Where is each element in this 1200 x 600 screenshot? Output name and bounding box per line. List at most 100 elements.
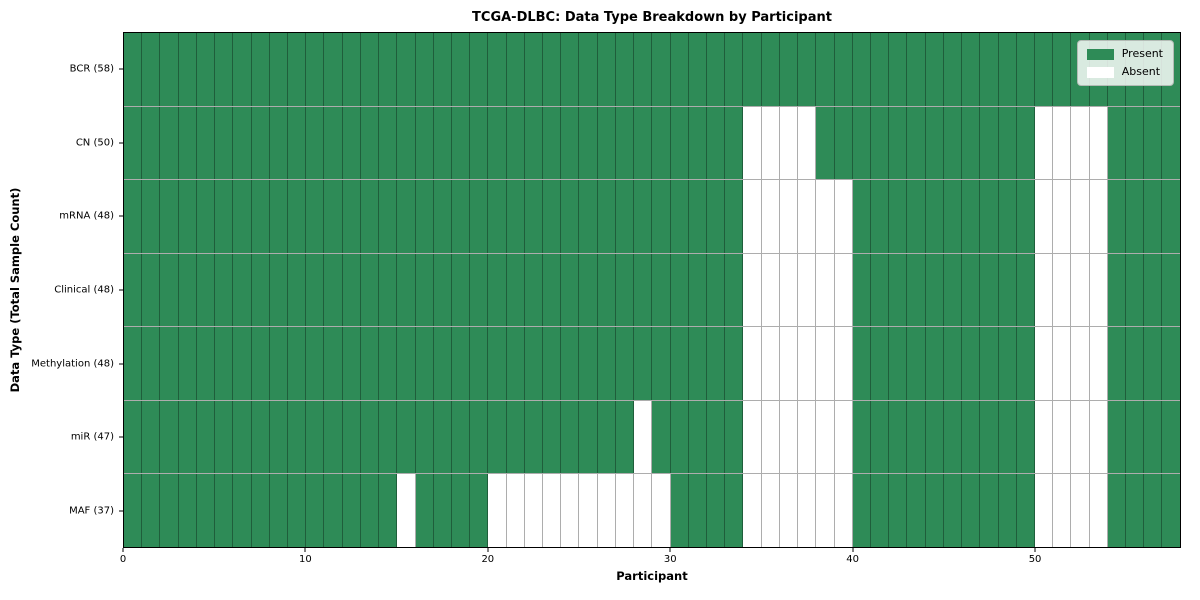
- x-tick-label: 0: [119, 554, 127, 565]
- heatmap-cell: [543, 253, 562, 327]
- heatmap-cell: [907, 106, 926, 180]
- heatmap-cell: [816, 33, 835, 106]
- heatmap-cell: [433, 327, 452, 400]
- heatmap-cell: [287, 253, 307, 327]
- heatmap-cell: [779, 474, 799, 548]
- heatmap-cell: [543, 106, 562, 180]
- heatmap-cell: [415, 180, 434, 253]
- heatmap-cell: [889, 327, 908, 400]
- heatmap-cell: [688, 180, 707, 253]
- heatmap-cell: [233, 327, 252, 400]
- heatmap-cell: [670, 180, 689, 253]
- heatmap-cell: [178, 33, 197, 106]
- heatmap-cell: [287, 474, 307, 548]
- heatmap-cell: [889, 106, 908, 180]
- heatmap-cell: [652, 180, 671, 253]
- heatmap-cell: [251, 253, 270, 327]
- x-tick-mark: [487, 548, 489, 552]
- heatmap-cell: [306, 253, 325, 327]
- heatmap-cell: [1144, 474, 1163, 548]
- heatmap-cell: [142, 327, 161, 400]
- heatmap-cell: [1126, 327, 1145, 400]
- heatmap-cell: [287, 33, 307, 106]
- heatmap-cell: [688, 106, 707, 180]
- heatmap-cell: [1071, 253, 1090, 327]
- heatmap-cell: [451, 180, 471, 253]
- x-tick-mark: [122, 548, 124, 552]
- heatmap-cell: [834, 253, 853, 327]
- heatmap-cell: [415, 33, 434, 106]
- heatmap-cell: [178, 327, 197, 400]
- heatmap-cell: [1071, 400, 1090, 474]
- heatmap-cell: [907, 180, 926, 253]
- heatmap-cell: [561, 253, 580, 327]
- heatmap-cell: [579, 474, 598, 548]
- x-tick-label: 20: [481, 554, 495, 565]
- heatmap-cell: [1107, 253, 1127, 327]
- heatmap-cell: [342, 253, 361, 327]
- heatmap-row-miR: [124, 400, 1180, 475]
- heatmap-cell: [761, 474, 780, 548]
- heatmap-cell: [597, 253, 616, 327]
- heatmap-cell: [1162, 253, 1180, 327]
- heatmap-cell: [779, 106, 799, 180]
- heatmap-cell: [761, 253, 780, 327]
- heatmap-cell: [816, 180, 835, 253]
- heatmap-cell: [652, 474, 671, 548]
- heatmap-cell: [998, 400, 1017, 474]
- heatmap-cell: [287, 327, 307, 400]
- heatmap-cell: [360, 106, 380, 180]
- heatmap-cell: [1144, 253, 1163, 327]
- heatmap-cell: [360, 327, 380, 400]
- heatmap-cell: [615, 33, 635, 106]
- heatmap-cell: [597, 400, 616, 474]
- heatmap-cell: [798, 400, 817, 474]
- heatmap-cell: [397, 400, 416, 474]
- heatmap-cell: [761, 106, 780, 180]
- heatmap-cell: [415, 474, 434, 548]
- heatmap-cell: [925, 33, 944, 106]
- heatmap-cell: [962, 33, 981, 106]
- heatmap-cell: [834, 106, 853, 180]
- heatmap-cell: [524, 180, 544, 253]
- heatmap-cell: [324, 327, 343, 400]
- heatmap-cell: [615, 474, 635, 548]
- heatmap-cell: [1089, 400, 1108, 474]
- heatmap-cell: [524, 400, 544, 474]
- heatmap-cell: [196, 253, 216, 327]
- heatmap-cell: [1162, 474, 1180, 548]
- heatmap-cell: [634, 180, 653, 253]
- heatmap-cell: [725, 180, 744, 253]
- heatmap-cell: [943, 33, 963, 106]
- heatmap-cell: [1107, 106, 1127, 180]
- heatmap-cell: [324, 106, 343, 180]
- legend-label-present: Present: [1121, 47, 1163, 60]
- heatmap-cell: [306, 106, 325, 180]
- heatmap-cell: [215, 253, 234, 327]
- heatmap-cell: [852, 33, 871, 106]
- heatmap-cell: [287, 400, 307, 474]
- heatmap-cell: [506, 180, 525, 253]
- heatmap-cell: [725, 327, 744, 400]
- heatmap-cell: [688, 474, 707, 548]
- heatmap-cell: [707, 180, 726, 253]
- heatmap-cell: [998, 253, 1017, 327]
- heatmap-cell: [798, 33, 817, 106]
- heatmap-cell: [834, 180, 853, 253]
- heatmap-cell: [342, 327, 361, 400]
- heatmap-cell: [379, 106, 398, 180]
- heatmap-cell: [1089, 106, 1108, 180]
- heatmap-cell: [142, 400, 161, 474]
- heatmap-cell: [470, 33, 489, 106]
- y-tick-mark: [119, 68, 123, 70]
- heatmap-cell: [779, 327, 799, 400]
- heatmap-cell: [306, 327, 325, 400]
- heatmap-cell: [870, 474, 890, 548]
- y-tick-label: miR (47): [70, 431, 114, 443]
- heatmap-row-Methylation: [124, 327, 1180, 401]
- heatmap-cell: [1107, 180, 1127, 253]
- heatmap-cell: [124, 474, 143, 548]
- heatmap-cell: [761, 400, 780, 474]
- heatmap-cell: [524, 33, 544, 106]
- y-axis: BCR (58) CN (50) mRNA (48) Clinical (48) Met…: [0, 32, 123, 548]
